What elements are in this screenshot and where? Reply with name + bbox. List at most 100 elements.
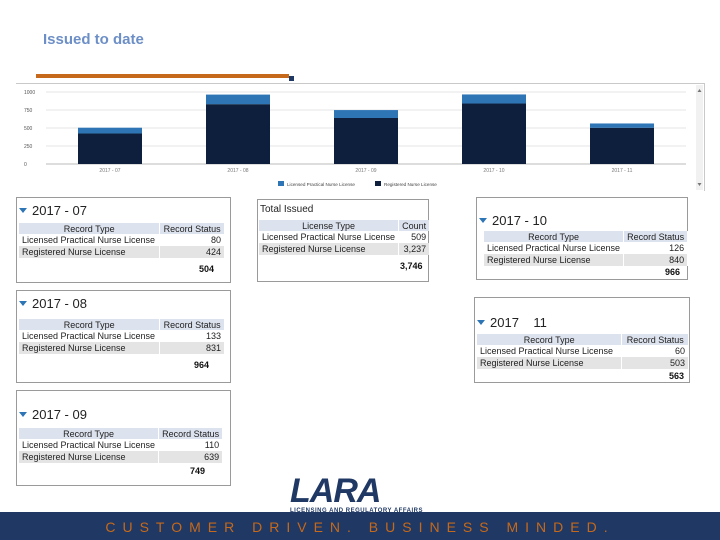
bar-lpn[interactable] [462, 94, 526, 104]
collapse-triangle-icon[interactable] [477, 320, 485, 325]
record-table: Record Type Record Status Licensed Practi… [19, 223, 225, 258]
y-tick-label: 250 [24, 144, 33, 150]
panel-total: 504 [199, 264, 215, 274]
panel-header: Total Issued [260, 204, 314, 215]
column-header: Record Status [623, 231, 689, 242]
panel-header: 2017 - 07 [32, 203, 87, 218]
record-type: Licensed Practical Nurse License [484, 242, 625, 254]
slide-title: Issued to date [43, 31, 144, 48]
x-tick-label: 2017 - 07 [99, 168, 120, 174]
x-tick-label: 2017 - 08 [227, 168, 248, 174]
x-tick-label: 2017 - 10 [483, 168, 504, 174]
panel-total-issued: Total Issued License Type Count Licensed … [257, 199, 431, 282]
scroll-down-icon[interactable] [697, 183, 702, 186]
record-value: 509 [398, 231, 431, 243]
logo-wordmark: LARA [290, 472, 381, 510]
panel-2017-09: 2017 - 09 Record Type Record Status Licen… [16, 390, 231, 486]
record-value: 424 [159, 246, 225, 258]
footer-rule [0, 512, 720, 514]
record-value: 133 [159, 330, 225, 342]
record-table: Record Type Record Status Licensed Practi… [19, 319, 225, 354]
bar-rn[interactable] [334, 117, 398, 164]
panel-2017-11: 2017 11 Record Type Record Status License… [474, 297, 690, 383]
record-type: Registered Nurse License [477, 357, 623, 369]
record-type: Licensed Practical Nurse License [19, 330, 161, 342]
y-tick-label: 0 [24, 162, 27, 168]
record-value: 831 [159, 342, 225, 354]
column-header: Record Status [158, 428, 224, 439]
column-header: Record Type [19, 428, 160, 439]
y-tick-label: 750 [24, 108, 33, 114]
record-type: Registered Nurse License [484, 254, 625, 266]
record-value: 840 [623, 254, 689, 266]
bar-lpn[interactable] [590, 123, 654, 128]
bar-rn[interactable] [462, 103, 526, 164]
panel-header: 2017 - 08 [32, 296, 87, 311]
panel-2017-10: 2017 - 10 Record Type Record Status Licen… [476, 197, 689, 280]
stacked-bar-chart: 0 250 500 750 1000 2017 - 07 2017 - 08 2017 - … [16, 83, 705, 191]
record-value: 126 [623, 242, 689, 254]
record-type: Licensed Practical Nurse License [19, 234, 161, 246]
panel-2017-08: 2017 - 08 Record Type Record Status Licen… [16, 290, 231, 383]
y-tick-label: 1000 [24, 90, 35, 96]
bar-rn[interactable] [590, 127, 654, 164]
legend-swatch [278, 181, 284, 186]
column-header: Count [398, 220, 431, 231]
column-header: Record Status [159, 319, 225, 330]
column-header: Record Type [484, 231, 625, 242]
footer-bar [0, 514, 720, 540]
record-table: Record Type Record Status Licensed Practi… [19, 428, 224, 463]
panel-total: 749 [190, 466, 206, 476]
chart-bars [78, 94, 654, 164]
chart-scrollbar[interactable] [696, 85, 703, 190]
scroll-up-icon[interactable] [697, 89, 702, 92]
title-underline [36, 74, 289, 78]
bar-rn[interactable] [206, 104, 270, 164]
title-underline-accent [289, 76, 294, 81]
record-type: Licensed Practical Nurse License [477, 345, 623, 357]
collapse-triangle-icon[interactable] [19, 412, 27, 417]
logo-subtitle: LICENSING AND REGULATORY AFFAIRS [290, 508, 424, 514]
x-tick-label: 2017 - 11 [612, 168, 633, 174]
record-table: Record Type Record Status Licensed Practi… [484, 231, 689, 266]
bar-lpn[interactable] [78, 127, 142, 134]
legend-swatch [375, 181, 381, 186]
column-header: License Type [259, 220, 400, 231]
record-type: Licensed Practical Nurse License [259, 231, 400, 243]
panel-header: 2017 11 [490, 315, 547, 330]
record-table: Record Type Record Status Licensed Practi… [477, 334, 689, 369]
column-header: Record Status [159, 223, 225, 234]
record-value: 80 [159, 234, 225, 246]
record-value: 639 [158, 451, 224, 463]
column-header: Record Status [621, 334, 689, 345]
record-type: Registered Nurse License [19, 451, 160, 463]
legend-label: Licensed Practical Nurse License [287, 182, 355, 187]
legend-label: Registered Nurse License [384, 182, 437, 187]
column-header: Record Type [477, 334, 623, 345]
chart-y-ticks: 0 250 500 750 1000 [24, 90, 35, 168]
record-value: 503 [621, 357, 689, 369]
footer-tagline: CUSTOMER DRIVEN. BUSINESS MINDED. [105, 519, 615, 535]
panel-total: 563 [669, 371, 685, 381]
panel-total: 964 [194, 360, 210, 370]
collapse-triangle-icon[interactable] [19, 301, 27, 306]
x-tick-label: 2017 - 09 [355, 168, 376, 174]
record-value: 3,237 [398, 243, 431, 255]
record-table: License Type Count Licensed Practical Nur… [259, 220, 431, 255]
bar-lpn[interactable] [206, 94, 270, 105]
record-value: 60 [621, 345, 689, 357]
record-type: Registered Nurse License [19, 246, 161, 258]
collapse-triangle-icon[interactable] [479, 218, 487, 223]
panel-2017-07: 2017 - 07 Record Type Record Status Licen… [16, 197, 231, 283]
bar-lpn[interactable] [334, 110, 398, 118]
panel-header: 2017 - 09 [32, 407, 87, 422]
bar-rn[interactable] [78, 133, 142, 164]
record-value: 110 [158, 439, 224, 451]
column-header: Record Type [19, 223, 161, 234]
collapse-triangle-icon[interactable] [19, 208, 27, 213]
record-type: Registered Nurse License [19, 342, 161, 354]
lara-logo: LARA LICENSING AND REGULATORY AFFAIRS [290, 474, 423, 514]
column-header: Record Type [19, 319, 161, 330]
record-type: Registered Nurse License [259, 243, 400, 255]
